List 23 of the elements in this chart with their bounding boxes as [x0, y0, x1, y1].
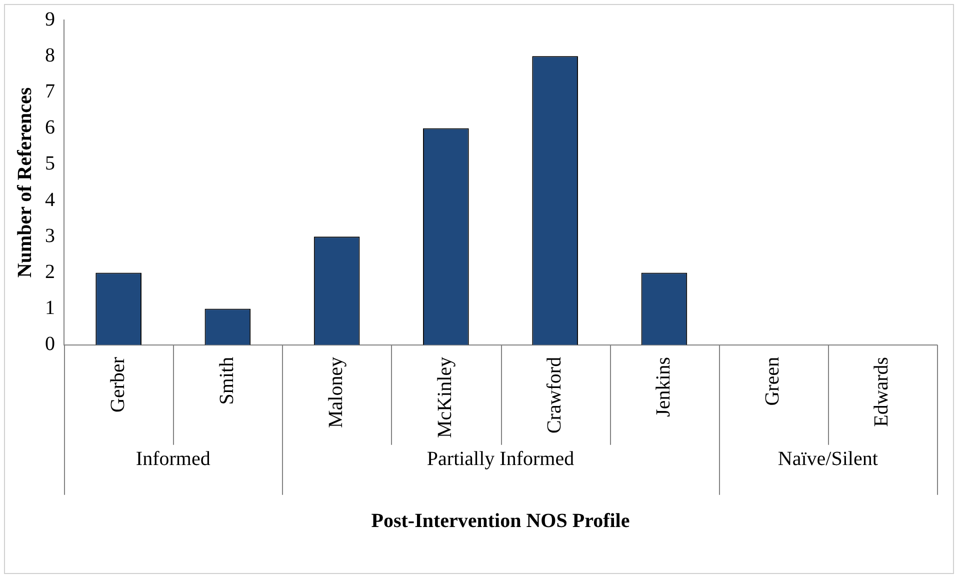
y-tick-label: 9 — [45, 8, 55, 30]
x-tick-label: Gerber — [106, 356, 129, 412]
x-tick-label: Smith — [216, 356, 238, 405]
x-tick-label: McKinley — [434, 356, 456, 438]
x-tick-label: Green — [762, 356, 784, 406]
y-tick-label: 8 — [45, 44, 55, 66]
x-tick-label: Edwards — [870, 356, 893, 427]
y-tick-label: 2 — [45, 260, 55, 283]
text: Informed — [136, 448, 210, 470]
y-tick-label: 6 — [45, 116, 55, 139]
x-tick-label: Crawford — [543, 356, 566, 434]
y-tick-label: 0 — [45, 333, 55, 356]
x-tick-label: Jenkins — [652, 356, 674, 417]
x-axis-title: Post-Intervention NOS Profile — [371, 510, 630, 532]
y-tick-label: 5 — [45, 152, 55, 175]
y-axis-title: Number of References — [14, 87, 36, 278]
y-tick-label: 3 — [45, 224, 55, 247]
y-tick-label: 1 — [45, 297, 55, 320]
y-tick-label: 7 — [45, 80, 55, 102]
text: Partially Informed — [426, 448, 574, 470]
text: Naïve/Silent — [778, 448, 878, 470]
x-tick-label: Maloney — [325, 356, 348, 428]
y-tick-label: 4 — [45, 188, 55, 211]
